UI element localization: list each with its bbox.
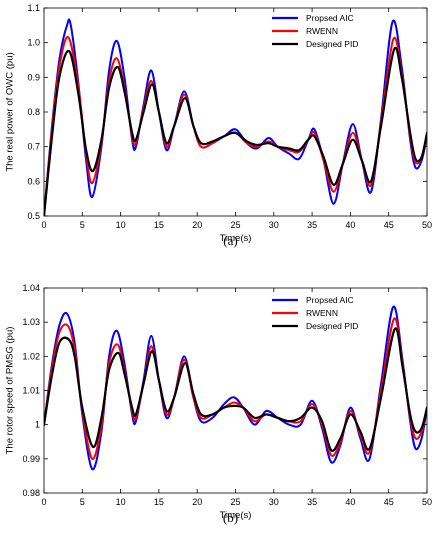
y-tick-label: 0.5 [27,211,40,221]
y-tick-label: 1.02 [22,351,40,361]
chart-b: 0 5 10 15 20 25 30 35 40 45 50 0.98 0.99 1 1.01 1.02 1.0… [5,283,432,525]
plot-frame [43,287,428,494]
x-tick-label: 10 [116,220,126,230]
legend-entry: Designed PID [306,321,358,331]
x-tick-label: 20 [192,220,202,230]
legend-entry: Propsed AIC [306,13,354,23]
y-tick-label: 0.7 [27,142,40,152]
y-tick-label: 1 [35,420,40,430]
x-tick-label: 25 [230,220,240,230]
x-tick-label: 20 [192,497,202,507]
x-tick-label: 35 [307,497,317,507]
legend-entry: Designed PID [306,39,358,49]
x-tick-label: 50 [422,497,432,507]
x-tick-label: 40 [345,220,355,230]
series-line-designed-pid [44,46,427,216]
series-line-rwenn [44,36,427,216]
x-tick-label: 0 [41,497,46,507]
legend-entry: Propsed AIC [306,295,354,305]
y-tick-label: 0.6 [27,176,40,186]
y-tick-label: 1.0 [27,38,40,48]
y-tick-label: 1.04 [22,283,40,293]
x-axis-label: Time(s) [220,233,252,244]
y-axis-label: The rotor speed of PMSG (pu) [5,327,16,455]
legend: Propsed AIC RWENN Designed PID [272,13,358,49]
x-tick-label: 30 [269,220,279,230]
series-group [44,18,427,216]
y-tick-label: 0.8 [27,107,40,117]
x-tick-label: 45 [384,220,394,230]
series-line-designed-pid [44,327,427,452]
x-tick-label: 15 [154,220,164,230]
x-tick-label: 50 [422,220,432,230]
x-tick-label: 25 [230,497,240,507]
y-tick-label: 0.99 [22,454,40,464]
x-tick-label: 10 [116,497,126,507]
y-tick-label: 1.1 [27,3,40,13]
legend-entry: RWENN [306,26,338,36]
chart-a: 0 5 10 15 20 25 30 35 40 45 50 0.5 0.6 0.7 0.8 0.9 1.0 1.… [5,3,432,248]
x-tick-label: 35 [307,220,317,230]
chart-caption: (a) [223,233,237,248]
y-axis-label: The real power of OWC (pu) [5,52,16,171]
legend: Propsed AIC RWENN Designed PID [272,295,358,331]
x-tick-label: 40 [345,497,355,507]
x-tick-label: 45 [384,497,394,507]
y-tick-label: 0.98 [22,488,40,498]
x-tick-label: 15 [154,497,164,507]
series-line-propsed-aic [44,305,427,471]
x-axis-label: Time(s) [220,510,252,521]
x-tick-label: 5 [80,220,85,230]
y-tick-label: 1.01 [22,386,40,396]
chart-caption: (b) [223,510,238,525]
series-group [44,305,427,471]
x-tick-label: 5 [80,497,85,507]
y-tick-label: 1.03 [22,317,40,327]
x-tick-label: 0 [41,220,46,230]
y-tick-label: 0.9 [27,72,40,82]
legend-entry: RWENN [306,308,338,318]
x-tick-label: 30 [269,497,279,507]
